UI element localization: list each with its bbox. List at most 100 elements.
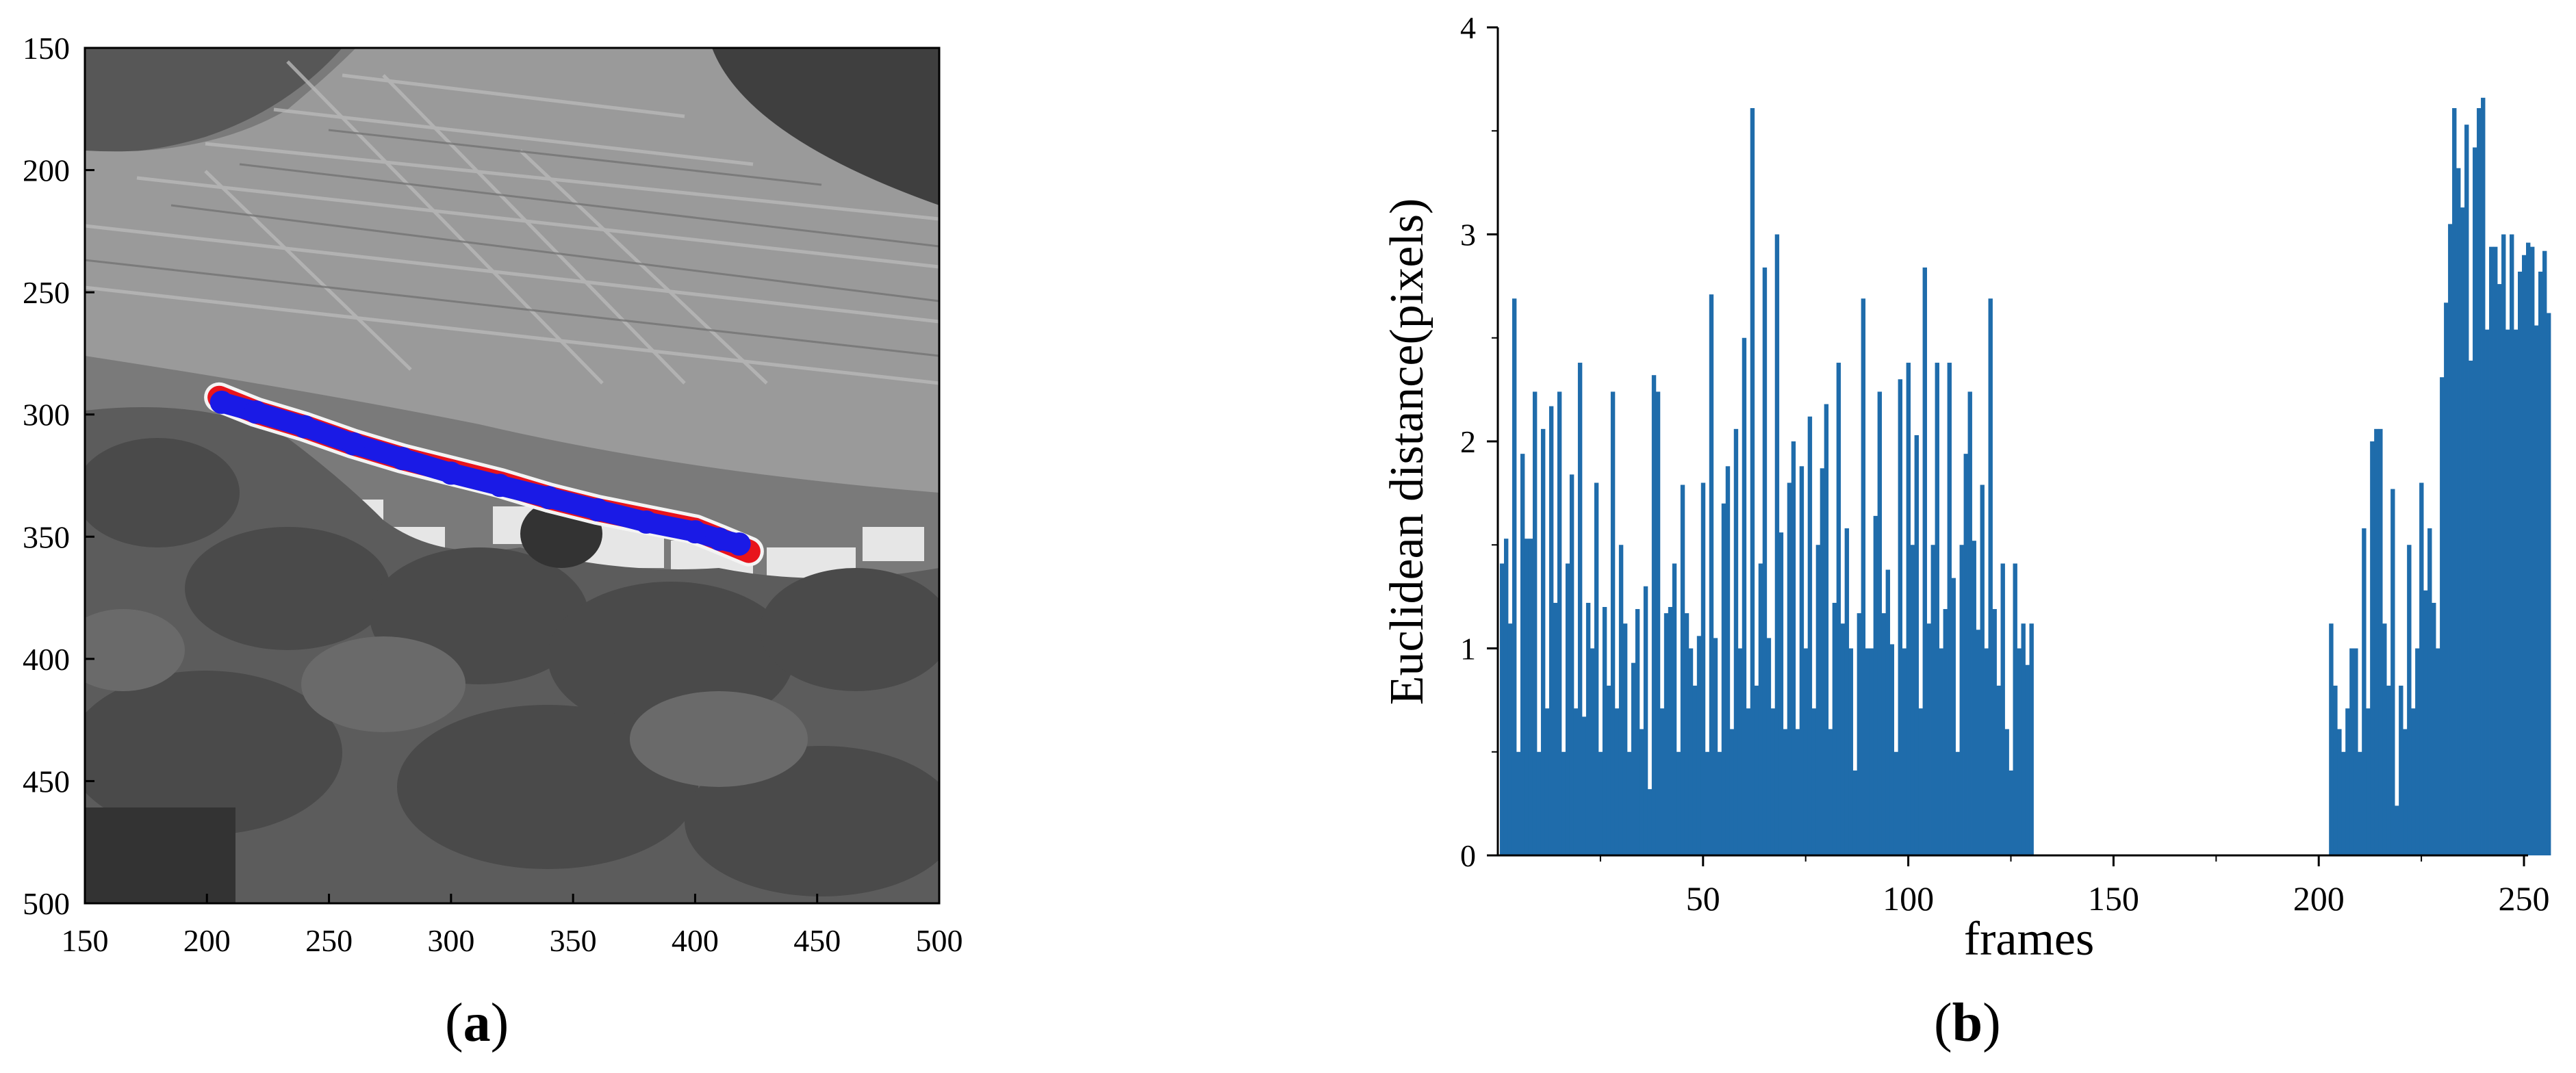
- track-overlay: [204, 382, 764, 567]
- bar: [2390, 489, 2395, 855]
- bar: [2427, 528, 2432, 855]
- bar: [1606, 685, 1611, 855]
- bar: [1828, 729, 1833, 855]
- bar: [2477, 107, 2482, 856]
- x-tick-label-b: 50: [1686, 879, 1720, 918]
- bar: [1746, 708, 1751, 855]
- bar: [1655, 391, 1661, 855]
- track-point: [635, 510, 659, 534]
- x-tick-label-a: 200: [183, 923, 231, 958]
- bar: [2497, 284, 2502, 856]
- x-tick-label-b: 200: [2293, 879, 2345, 918]
- bar: [1635, 609, 1640, 855]
- bar: [2358, 751, 2362, 855]
- bar: [2505, 329, 2510, 855]
- bar: [1893, 751, 1899, 855]
- x-tick-label-a: 300: [427, 923, 474, 958]
- bar: [1824, 404, 1829, 855]
- bar: [2460, 207, 2465, 855]
- bar: [1762, 267, 1768, 855]
- bar: [1540, 428, 1546, 855]
- y-tick-label-a: 250: [23, 275, 70, 310]
- bar: [1680, 484, 1685, 855]
- bar: [1569, 474, 1574, 855]
- track-point: [342, 432, 366, 456]
- bar: [1889, 644, 1895, 855]
- bar: [1544, 708, 1550, 855]
- bar: [1795, 729, 1800, 855]
- plot-a-frame: [84, 47, 941, 905]
- bar: [1565, 563, 1570, 855]
- bar: [1717, 751, 1722, 855]
- bar: [1622, 623, 1628, 855]
- bar: [1721, 503, 1726, 855]
- bar: [2448, 224, 2453, 856]
- bar: [1618, 545, 1624, 855]
- bar: [2395, 805, 2399, 855]
- bar: [2000, 563, 2005, 855]
- bar: [1713, 638, 1718, 856]
- bar: [1963, 454, 1968, 855]
- bar: [1581, 716, 1587, 855]
- bar: [1791, 441, 1796, 855]
- bar: [1668, 607, 1673, 855]
- bar: [1536, 751, 1542, 855]
- x-tick-label-a: 250: [305, 923, 353, 958]
- y-axis-label: Euclidean distance(pixels): [1381, 198, 1433, 706]
- bar: [1577, 363, 1583, 855]
- bar: [1647, 789, 1653, 855]
- track-point: [488, 474, 512, 497]
- x-tick-label-a: 500: [916, 923, 963, 958]
- x-tick-label-a: 400: [672, 923, 719, 958]
- bar: [1610, 391, 1616, 855]
- x-tick-label-b: 250: [2499, 879, 2550, 918]
- bar: [2481, 97, 2486, 856]
- y-tick-label-a: 150: [23, 31, 70, 66]
- bar: [1861, 298, 1866, 855]
- caption-b: (b): [1934, 993, 2001, 1053]
- bar-series: [1500, 97, 2551, 856]
- x-tick-label-b: 100: [1883, 879, 1934, 918]
- y-tick-label-a: 300: [23, 398, 70, 432]
- bar: [1614, 708, 1620, 855]
- bar: [1557, 391, 1562, 855]
- bar: [1700, 482, 1706, 855]
- bar: [2534, 325, 2539, 856]
- bar: [1807, 416, 1813, 855]
- x-axis-label: frames: [1964, 913, 2094, 966]
- bar: [1988, 298, 1993, 855]
- bar: [1750, 107, 1755, 856]
- bar: [2341, 751, 2346, 855]
- bar: [1844, 528, 1850, 855]
- x-tick-label-b: 150: [2088, 879, 2139, 918]
- bar: [2456, 168, 2461, 855]
- bar: [1815, 545, 1821, 855]
- bar: [1758, 563, 1763, 855]
- y-tick-label-b: 3: [1460, 218, 1476, 253]
- bar: [1902, 648, 1907, 855]
- bar: [2378, 428, 2383, 855]
- track-point: [439, 461, 463, 485]
- bar: [1516, 751, 1521, 855]
- bar: [1869, 648, 1874, 855]
- bar: [1778, 532, 1784, 855]
- bar: [2501, 234, 2506, 855]
- bar: [1930, 545, 1935, 855]
- bar: [2354, 648, 2358, 855]
- bar: [1832, 602, 1837, 855]
- y-tick-label-a: 200: [23, 153, 70, 188]
- bar: [1688, 648, 1694, 855]
- bar: [2485, 329, 2490, 855]
- bar: [1898, 379, 1903, 855]
- bar: [1881, 613, 1887, 855]
- bar: [1733, 428, 1739, 855]
- bar: [1857, 613, 1862, 855]
- bar: [2469, 361, 2473, 855]
- bar: [1737, 648, 1743, 855]
- bar: [1865, 648, 1870, 855]
- bar: [1820, 468, 1825, 855]
- bar: [1676, 751, 1681, 855]
- bar: [1951, 578, 1956, 855]
- bar: [2370, 441, 2375, 855]
